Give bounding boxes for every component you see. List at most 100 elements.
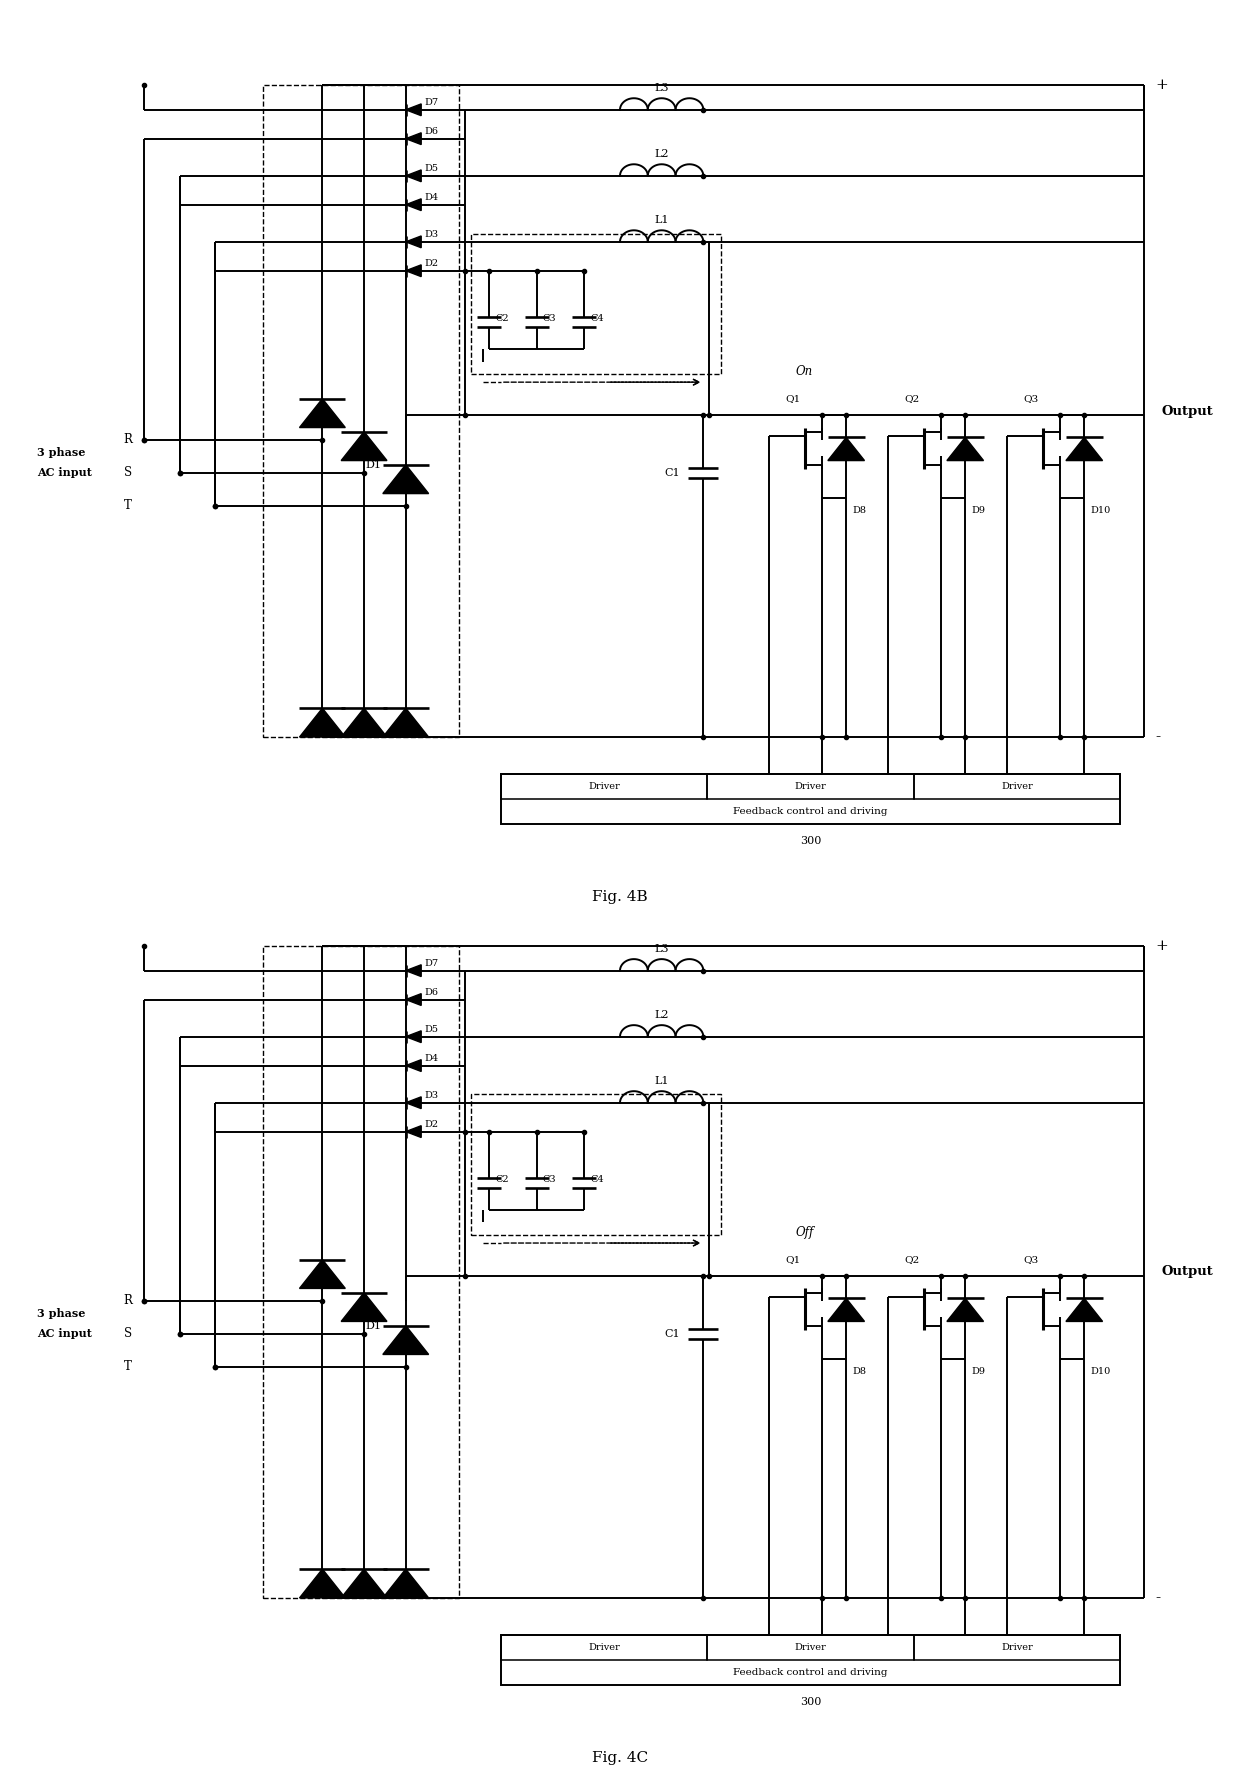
Text: R: R bbox=[123, 433, 131, 447]
Text: C4: C4 bbox=[590, 314, 604, 323]
Text: -: - bbox=[1156, 1590, 1161, 1605]
Text: Driver: Driver bbox=[795, 1644, 826, 1653]
Polygon shape bbox=[947, 1298, 983, 1321]
Polygon shape bbox=[341, 431, 387, 460]
Polygon shape bbox=[405, 105, 422, 115]
Text: D6: D6 bbox=[425, 989, 439, 998]
Text: 300: 300 bbox=[800, 836, 821, 847]
Polygon shape bbox=[341, 708, 387, 737]
Text: C1: C1 bbox=[663, 469, 680, 477]
Text: Driver: Driver bbox=[588, 1644, 620, 1653]
Text: 3 phase: 3 phase bbox=[37, 447, 86, 458]
Text: +: + bbox=[1156, 939, 1168, 953]
Text: C3: C3 bbox=[543, 1175, 557, 1184]
Polygon shape bbox=[405, 1097, 422, 1109]
Text: L1: L1 bbox=[655, 1076, 668, 1086]
Text: S: S bbox=[124, 467, 131, 479]
Text: Driver: Driver bbox=[588, 783, 620, 792]
Text: D8: D8 bbox=[852, 1367, 866, 1376]
Text: L2: L2 bbox=[655, 1010, 668, 1021]
Text: D8: D8 bbox=[852, 506, 866, 515]
Text: 3 phase: 3 phase bbox=[37, 1308, 86, 1319]
Polygon shape bbox=[341, 1292, 387, 1321]
Text: D7: D7 bbox=[425, 98, 439, 106]
Polygon shape bbox=[405, 199, 422, 211]
Text: Output: Output bbox=[1162, 1266, 1214, 1278]
Text: C2: C2 bbox=[495, 314, 508, 323]
Text: 300: 300 bbox=[800, 1697, 821, 1708]
Polygon shape bbox=[300, 399, 345, 428]
Text: +: + bbox=[1156, 78, 1168, 92]
Bar bbox=[501, 774, 707, 799]
Text: C2: C2 bbox=[495, 1175, 508, 1184]
Text: Driver: Driver bbox=[1001, 1644, 1033, 1653]
Text: D9: D9 bbox=[971, 1367, 985, 1376]
Text: D9: D9 bbox=[971, 506, 985, 515]
Text: Feedback control and driving: Feedback control and driving bbox=[733, 808, 888, 816]
Text: L1: L1 bbox=[655, 215, 668, 225]
Text: Driver: Driver bbox=[795, 783, 826, 792]
Bar bbox=[501, 774, 1120, 824]
Text: Q2: Q2 bbox=[904, 394, 919, 403]
Text: D10: D10 bbox=[1090, 1367, 1111, 1376]
Text: L2: L2 bbox=[655, 149, 668, 160]
Text: D7: D7 bbox=[425, 959, 439, 967]
Bar bbox=[707, 1635, 914, 1660]
Text: On: On bbox=[796, 366, 813, 378]
Polygon shape bbox=[300, 708, 345, 737]
Polygon shape bbox=[828, 437, 864, 460]
Polygon shape bbox=[405, 1125, 422, 1138]
Text: Q3: Q3 bbox=[1023, 1255, 1038, 1264]
Text: C3: C3 bbox=[543, 314, 557, 323]
Bar bbox=[501, 1635, 707, 1660]
Text: D4: D4 bbox=[425, 193, 439, 202]
Text: -: - bbox=[1156, 730, 1161, 744]
Polygon shape bbox=[383, 1569, 429, 1598]
Text: Q2: Q2 bbox=[904, 1255, 919, 1264]
Text: Q1: Q1 bbox=[785, 1255, 800, 1264]
Text: T: T bbox=[124, 499, 131, 513]
Polygon shape bbox=[405, 994, 422, 1005]
Polygon shape bbox=[947, 437, 983, 460]
Polygon shape bbox=[300, 1260, 345, 1289]
Bar bbox=[501, 1635, 1120, 1684]
Text: C4: C4 bbox=[590, 1175, 604, 1184]
Polygon shape bbox=[383, 708, 429, 737]
Text: D6: D6 bbox=[425, 128, 439, 137]
Text: L3: L3 bbox=[655, 944, 668, 955]
Text: Q3: Q3 bbox=[1023, 394, 1038, 403]
Polygon shape bbox=[405, 264, 422, 277]
Bar bbox=[914, 1635, 1120, 1660]
Text: Driver: Driver bbox=[1001, 783, 1033, 792]
Polygon shape bbox=[300, 1569, 345, 1598]
Text: D10: D10 bbox=[1090, 506, 1111, 515]
Text: Output: Output bbox=[1162, 405, 1214, 417]
Polygon shape bbox=[1066, 1298, 1102, 1321]
Polygon shape bbox=[405, 170, 422, 181]
Text: L3: L3 bbox=[655, 83, 668, 94]
Text: Q1: Q1 bbox=[785, 394, 800, 403]
Text: D3: D3 bbox=[425, 231, 439, 240]
Text: R: R bbox=[123, 1294, 131, 1308]
Polygon shape bbox=[405, 1060, 422, 1072]
Polygon shape bbox=[405, 236, 422, 249]
Polygon shape bbox=[828, 1298, 864, 1321]
Polygon shape bbox=[405, 966, 422, 976]
Text: S: S bbox=[124, 1328, 131, 1340]
Text: Off: Off bbox=[795, 1227, 813, 1239]
Text: Feedback control and driving: Feedback control and driving bbox=[733, 1668, 888, 1677]
Text: C1: C1 bbox=[663, 1329, 680, 1338]
Polygon shape bbox=[341, 1569, 387, 1598]
Text: Fig. 4B: Fig. 4B bbox=[593, 889, 647, 903]
Text: D1: D1 bbox=[365, 460, 381, 470]
Polygon shape bbox=[383, 465, 429, 493]
Bar bbox=[914, 774, 1120, 799]
Polygon shape bbox=[1066, 437, 1102, 460]
Polygon shape bbox=[405, 133, 422, 144]
Bar bbox=[707, 774, 914, 799]
Text: D1: D1 bbox=[365, 1321, 381, 1331]
Text: D5: D5 bbox=[425, 1026, 439, 1035]
Polygon shape bbox=[383, 1326, 429, 1354]
Text: D5: D5 bbox=[425, 165, 439, 174]
Text: D3: D3 bbox=[425, 1092, 439, 1100]
